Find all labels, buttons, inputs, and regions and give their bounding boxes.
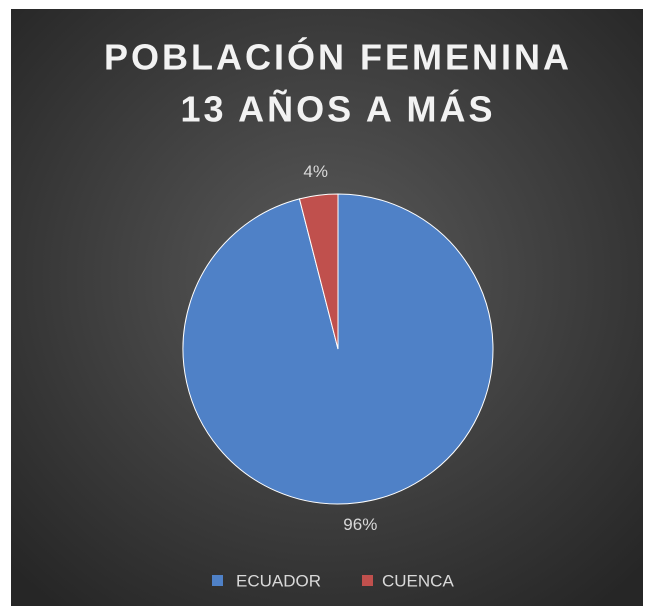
chart-title: 13 AÑOS A MÁS	[180, 88, 495, 130]
data-label: 4%	[303, 162, 328, 181]
data-label: 96%	[343, 515, 377, 534]
legend-label: ECUADOR	[236, 571, 321, 590]
legend-swatch	[362, 575, 373, 586]
legend-label: CUENCA	[382, 571, 454, 590]
legend-swatch	[212, 575, 223, 586]
chart-title: POBLACIÓN FEMENINA	[104, 36, 572, 78]
pie-slice	[298, 193, 339, 350]
